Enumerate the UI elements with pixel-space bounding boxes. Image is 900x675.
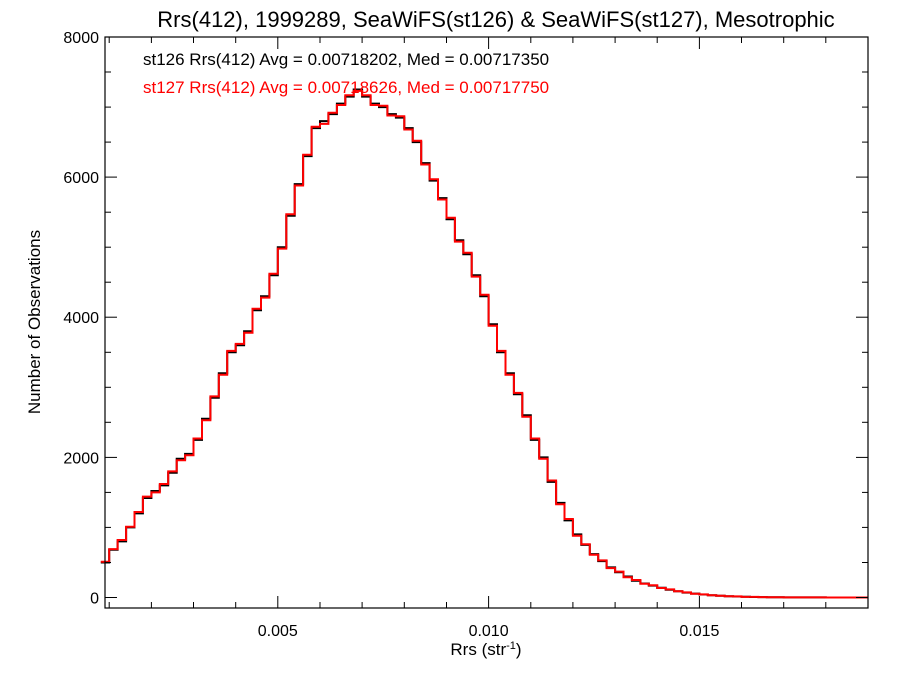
x-tick-label: 0.015: [679, 623, 719, 640]
chart-title: Rrs(412), 1999289, SeaWiFS(st126) & SeaW…: [157, 7, 834, 32]
y-tick-label: 4000: [63, 310, 99, 327]
series-st126-line: [100, 88, 868, 599]
series-st127-line: [100, 89, 868, 599]
y-tick-label: 8000: [63, 30, 99, 47]
legend-entry-st127: st127 Rrs(412) Avg = 0.00718626, Med = 0…: [143, 78, 549, 97]
legend-entry-st126: st126 Rrs(412) Avg = 0.00718202, Med = 0…: [143, 50, 549, 69]
series-layer: [100, 88, 868, 599]
plot-frame: [104, 36, 869, 609]
x-axis-title-superscript: -1: [506, 640, 516, 652]
y-tick-label: 0: [90, 591, 99, 608]
x-tick-label: 0.005: [258, 623, 298, 640]
y-tick-label: 2000: [63, 450, 99, 467]
y-axis-title: Number of Observations: [25, 230, 44, 414]
ticks-layer: 0.005 0.010 0.015 0 2000 4000 6000 8000: [63, 30, 869, 640]
x-tick-label: 0.010: [469, 623, 509, 640]
y-tick-label: 6000: [63, 170, 99, 187]
x-axis-title: Rrs (str-1): [450, 640, 521, 659]
